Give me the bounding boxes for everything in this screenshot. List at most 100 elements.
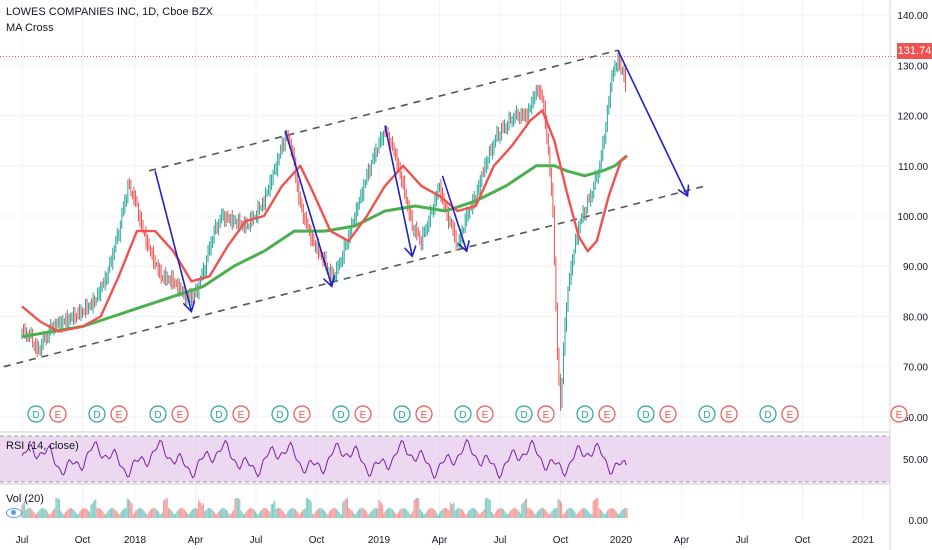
dividend-marker xyxy=(210,405,228,423)
price-tick: 100.00 xyxy=(897,212,928,223)
time-tick: Oct xyxy=(309,535,325,546)
time-tick: Jul xyxy=(494,535,507,546)
earnings-marker-label: E xyxy=(896,410,903,421)
dividend-marker xyxy=(759,405,777,423)
earnings-marker xyxy=(781,405,799,423)
rsi-value-label: 50.00 xyxy=(903,455,928,466)
dividend-marker-label: D xyxy=(215,410,222,421)
price-tick: 80.00 xyxy=(903,312,928,323)
earnings-marker xyxy=(49,405,67,423)
price-tick: 130.00 xyxy=(897,61,928,72)
time-tick: Jul xyxy=(16,535,29,546)
rsi-pane: 50.00 xyxy=(0,435,928,483)
trend-arrow xyxy=(384,125,412,257)
dividend-marker-label: D xyxy=(154,410,161,421)
dividend-marker xyxy=(271,405,289,423)
rsi-line xyxy=(21,438,627,480)
earnings-marker xyxy=(110,405,128,423)
time-tick: 2020 xyxy=(610,535,633,546)
earnings-marker-label: E xyxy=(543,410,550,421)
ma-fast-line xyxy=(21,109,628,333)
earnings-marker-label: E xyxy=(55,410,62,421)
volume-pane: 0.00 xyxy=(21,498,928,527)
dividend-marker-label: D xyxy=(703,410,710,421)
time-tick: 2021 xyxy=(852,535,875,546)
channel-lines xyxy=(3,49,706,368)
price-tick: 120.00 xyxy=(897,112,928,123)
dividend-marker xyxy=(88,405,106,423)
dividend-marker-label: D xyxy=(337,410,344,421)
price-tick: 90.00 xyxy=(903,262,928,273)
earnings-marker-label: E xyxy=(177,410,184,421)
dividend-marker xyxy=(393,405,411,423)
trend-arrow xyxy=(284,130,332,287)
ma-slow-line xyxy=(21,154,628,339)
dividend-marker-label: D xyxy=(398,410,405,421)
time-axis: Jul Oct 2018 Apr Jul Oct 2019 Apr Jul Oct 2020 Apr J… xyxy=(16,535,875,546)
price-axis: 60.00 70.00 80.00 90.00 100.00 110.00 120.00 13… xyxy=(897,11,928,424)
time-tick: 2018 xyxy=(124,535,147,546)
rsi-label[interactable]: RSI (14, close) xyxy=(6,440,79,452)
trend-arrow xyxy=(441,175,466,251)
price-tick: 140.00 xyxy=(897,11,928,22)
earnings-marker xyxy=(171,405,189,423)
indicator-label[interactable]: MA Cross xyxy=(6,22,54,34)
time-tick: Oct xyxy=(553,535,569,546)
earnings-marker-label: E xyxy=(726,410,733,421)
last-price-badge: 131.74 xyxy=(897,43,932,59)
dividend-marker-label: D xyxy=(276,410,283,421)
earnings-marker-label: E xyxy=(665,410,672,421)
time-tick: Oct xyxy=(75,535,91,546)
earnings-marker-label: E xyxy=(116,410,123,421)
earnings-marker xyxy=(415,405,433,423)
dividend-marker xyxy=(698,405,716,423)
channel-line xyxy=(3,185,706,368)
time-tick: Apr xyxy=(674,535,690,546)
dividend-marker-label: D xyxy=(581,410,588,421)
earnings-marker-label: E xyxy=(360,410,367,421)
channel-line xyxy=(148,49,619,172)
time-tick: Jul xyxy=(736,535,749,546)
dividend-marker-label: D xyxy=(93,410,100,421)
time-tick: Apr xyxy=(188,535,204,546)
dividend-marker xyxy=(27,405,45,423)
earnings-marker xyxy=(476,405,494,423)
earnings-marker xyxy=(598,405,616,423)
trend-arrow xyxy=(154,170,191,312)
dividend-marker xyxy=(515,405,533,423)
earnings-marker xyxy=(890,405,908,423)
earnings-marker-label: E xyxy=(482,410,489,421)
eye-icon[interactable] xyxy=(6,508,22,518)
earnings-marker xyxy=(354,405,372,423)
earnings-marker-label: E xyxy=(787,410,794,421)
earnings-marker xyxy=(293,405,311,423)
price-tick: 110.00 xyxy=(898,162,928,173)
chart-title: LOWES COMPANIES INC, 1D, Cboe BZX xyxy=(6,6,214,18)
time-tick: Apr xyxy=(432,535,448,546)
volume-label[interactable]: Vol (20) xyxy=(6,493,44,505)
dividend-marker-label: D xyxy=(520,410,527,421)
time-tick: Oct xyxy=(795,535,811,546)
earnings-marker xyxy=(537,405,555,423)
moving-averages xyxy=(21,109,628,339)
dividend-marker xyxy=(332,405,350,423)
price-tick: 60.00 xyxy=(903,413,928,424)
dividend-marker-label: D xyxy=(764,410,771,421)
time-tick: Jul xyxy=(250,535,263,546)
trend-arrows xyxy=(154,49,688,312)
grid-lines xyxy=(0,0,897,520)
dividend-marker-label: D xyxy=(32,410,39,421)
time-tick: 2019 xyxy=(368,535,391,546)
earnings-marker xyxy=(232,405,250,423)
dividend-marker xyxy=(576,405,594,423)
dividend-marker xyxy=(637,405,655,423)
dividend-marker xyxy=(454,405,472,423)
price-tick: 70.00 xyxy=(903,363,928,374)
earnings-marker-label: E xyxy=(238,410,245,421)
dividend-marker xyxy=(149,405,167,423)
dividend-marker-label: D xyxy=(642,410,649,421)
trend-arrow xyxy=(617,49,688,196)
earnings-marker-label: E xyxy=(421,410,428,421)
